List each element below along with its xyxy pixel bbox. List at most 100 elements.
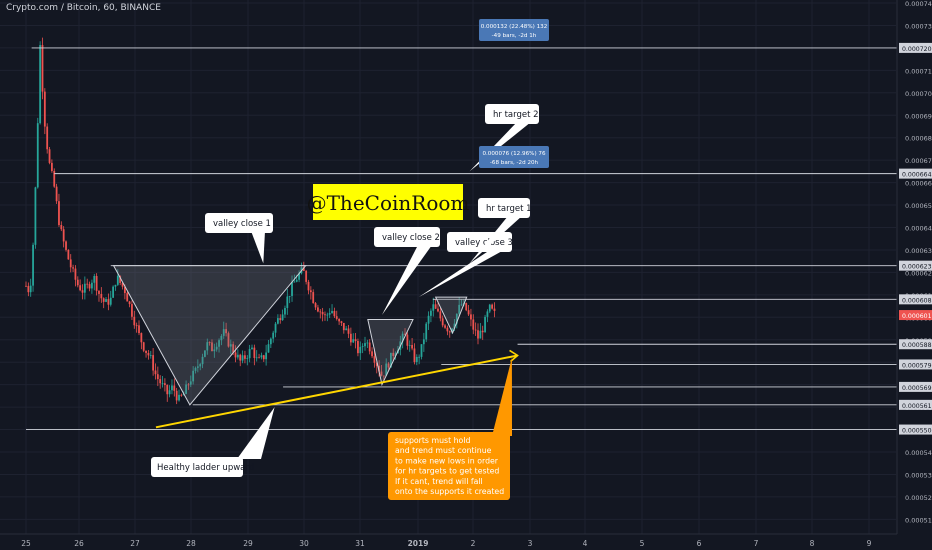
support-resistance-levels[interactable] xyxy=(26,47,897,430)
time-tick-label: 31 xyxy=(355,539,365,548)
candle-body xyxy=(114,284,117,287)
callout-hr2-box[interactable] xyxy=(485,104,539,124)
candle-body xyxy=(154,370,157,375)
candle-body xyxy=(60,225,63,230)
callout-hr1-text: hr target 1 xyxy=(486,204,532,214)
candle-body xyxy=(286,296,289,308)
time-tick-label: 6 xyxy=(697,539,702,548)
candle-body xyxy=(159,379,162,384)
ladder-note-text: Healthy ladder upward xyxy=(157,463,254,473)
candle-body xyxy=(413,348,416,363)
candle-body xyxy=(135,325,138,327)
candle-body xyxy=(361,346,364,348)
candle-body xyxy=(375,362,378,366)
candle-body xyxy=(338,318,341,322)
candle-body xyxy=(119,275,122,283)
candle-body xyxy=(269,338,272,345)
candle-body xyxy=(116,275,119,285)
candle-body xyxy=(368,342,371,352)
candle-body xyxy=(359,346,362,354)
candle-body xyxy=(133,316,136,326)
candle-body xyxy=(206,342,209,351)
candle-body xyxy=(430,310,432,316)
ladder-note-box[interactable] xyxy=(151,457,243,477)
time-tick-label: 2 xyxy=(471,539,476,548)
candle-body xyxy=(432,304,435,311)
candle-body xyxy=(481,330,484,333)
candle-body xyxy=(131,304,133,317)
trendline-upward[interactable] xyxy=(155,354,518,429)
candle-body xyxy=(326,314,329,316)
time-axis[interactable]: 25 26 27 28 29 30 31 2019 2 3 4 5 6 7 8 9 xyxy=(0,533,932,550)
measure-label-box[interactable] xyxy=(479,19,549,41)
triangle-pattern[interactable] xyxy=(434,296,468,335)
candle-body xyxy=(404,333,406,335)
level-price-label: 0.000608 xyxy=(902,297,932,304)
time-tick-label: 29 xyxy=(243,539,253,548)
candle-body xyxy=(175,390,178,401)
time-tick-label: 4 xyxy=(583,539,588,548)
annotations[interactable]: valley close 1 valley close 2 valley close… xyxy=(151,19,549,500)
candle-body xyxy=(67,249,70,260)
triangle-pattern[interactable] xyxy=(367,319,414,387)
callout-valley1-text: valley close 1 xyxy=(213,219,271,229)
candle-body xyxy=(91,282,93,289)
candle-body xyxy=(229,344,232,347)
callout-hr1-box[interactable] xyxy=(478,198,530,218)
candle-body xyxy=(380,371,383,376)
support-note-box[interactable] xyxy=(388,432,510,500)
price-axis-background xyxy=(897,0,932,550)
candle-body xyxy=(187,384,190,386)
callout-valley2-pointer xyxy=(381,245,432,316)
candle-body xyxy=(394,353,397,356)
candle-body xyxy=(389,352,392,368)
time-tick-label: 27 xyxy=(130,539,140,548)
level-price-tag xyxy=(899,42,932,53)
candle-body xyxy=(102,298,105,302)
candle-body xyxy=(88,284,91,289)
candle-body xyxy=(477,330,479,339)
candle-body xyxy=(248,349,251,359)
candle-body xyxy=(352,339,355,343)
candle-body xyxy=(220,335,223,341)
level-price-label: 0.000550 xyxy=(902,428,932,435)
candle-body xyxy=(312,292,315,304)
candle-body xyxy=(354,339,357,342)
candle-body xyxy=(298,273,300,280)
candle-body xyxy=(199,364,202,367)
callout-valley1-box[interactable] xyxy=(205,213,273,233)
level-price-label: 0.000561 xyxy=(902,403,932,410)
callout-valley2-box[interactable] xyxy=(374,227,440,247)
callout-valley3-text: valley close 3 xyxy=(455,238,513,248)
candle-body xyxy=(274,323,277,333)
candle-body xyxy=(121,282,124,287)
candle-body xyxy=(41,45,44,92)
time-tick-label: 5 xyxy=(640,539,645,548)
candle-body xyxy=(408,344,411,346)
measure-label-box[interactable] xyxy=(479,146,549,168)
symbol-header: Crypto.com / Bitcoin, 60, BINANCE xyxy=(6,3,161,13)
candle-body xyxy=(291,282,293,296)
candle-body xyxy=(422,339,425,345)
time-tick-label: 9 xyxy=(867,539,872,548)
candle-body xyxy=(241,355,244,361)
candle-body xyxy=(470,314,472,320)
candle-body xyxy=(272,332,275,339)
level-price-tag xyxy=(899,424,932,435)
candle-body xyxy=(491,304,494,309)
candle-body xyxy=(324,314,326,316)
drawings[interactable] xyxy=(112,265,519,429)
triangle-pattern[interactable] xyxy=(112,265,307,406)
candle-body xyxy=(366,342,369,344)
candle-body xyxy=(347,328,350,334)
candle-body xyxy=(189,381,192,385)
candle-body xyxy=(29,285,32,293)
candle-body xyxy=(234,352,237,358)
level-price-label: 0.000588 xyxy=(902,342,932,349)
